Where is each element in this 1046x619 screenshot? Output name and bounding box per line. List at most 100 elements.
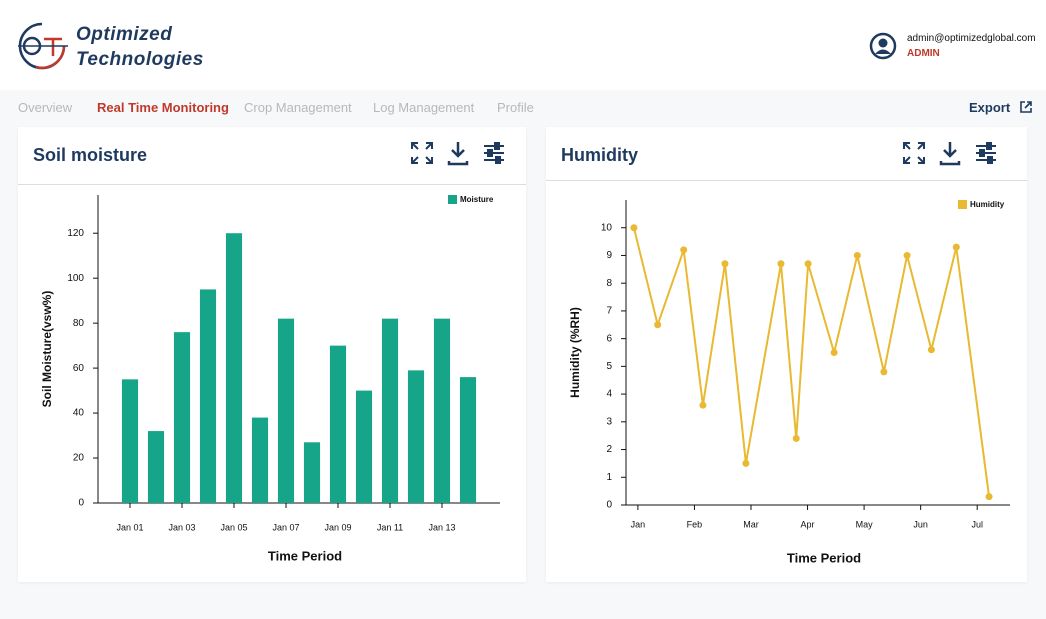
- bar: [199, 289, 217, 503]
- nav-tab[interactable]: Real Time Monitoring: [97, 100, 229, 115]
- y-tick-label: 4: [606, 389, 612, 400]
- bar: [433, 318, 451, 503]
- x-tick-label: Feb: [687, 519, 703, 529]
- nav-tab[interactable]: Crop Management: [244, 100, 352, 115]
- user-email: admin@optimizedglobal.com: [907, 33, 1036, 44]
- point: [952, 243, 960, 251]
- y-tick-label: 60: [73, 363, 85, 374]
- panel-tools: [411, 142, 504, 166]
- y-axis-label: Soil Moisture(vsw%): [40, 291, 54, 408]
- user-role: ADMIN: [907, 48, 940, 59]
- y-tick-label: 0: [606, 500, 612, 511]
- x-axis-label: Time Period: [787, 550, 861, 565]
- y-tick-label: 7: [606, 306, 612, 317]
- panel-tools: [903, 142, 996, 166]
- settings-icon[interactable]: [976, 142, 996, 164]
- x-tick-label: Jan 07: [272, 522, 299, 532]
- y-tick-label: 3: [606, 416, 612, 427]
- point: [903, 251, 911, 259]
- y-tick-label: 40: [73, 408, 85, 419]
- panel-header: [546, 127, 1027, 181]
- expand-icon[interactable]: [903, 142, 925, 164]
- expand-icon[interactable]: [411, 142, 433, 164]
- bar: [225, 233, 243, 503]
- chart-panel: Soil moisture 0 20 40 60 80 100 120 Time Period…: [18, 127, 526, 582]
- y-axis-label: Humidity (%RH): [568, 307, 582, 398]
- brand-line: Technologies: [76, 49, 204, 70]
- y-tick-label: 2: [606, 444, 612, 455]
- brand-line: Optimized: [76, 24, 173, 45]
- y-tick-label: 8: [606, 278, 612, 289]
- y-tick-label: 120: [67, 228, 84, 239]
- point: [699, 401, 707, 409]
- panel-title: Humidity: [561, 145, 639, 165]
- point: [742, 459, 750, 467]
- bar: [407, 370, 425, 503]
- bar: [355, 390, 373, 503]
- bar: [459, 377, 477, 503]
- export-button[interactable]: Export: [969, 100, 1033, 115]
- point: [927, 346, 935, 354]
- x-tick-label: Apr: [801, 519, 815, 529]
- legend-swatch: [958, 200, 967, 209]
- point: [985, 493, 993, 501]
- user-icon[interactable]: [869, 32, 897, 60]
- nav-tab[interactable]: Overview: [18, 100, 73, 115]
- x-tick-label: Jan 13: [428, 522, 455, 532]
- x-tick-label: Jan 01: [116, 522, 143, 532]
- nav-tab[interactable]: Log Management: [373, 100, 475, 115]
- bar: [277, 318, 295, 503]
- point: [792, 434, 800, 442]
- point: [654, 321, 662, 329]
- panel-header: [18, 127, 526, 185]
- point: [680, 246, 688, 254]
- point: [804, 260, 812, 268]
- point: [777, 260, 785, 268]
- point: [721, 260, 729, 268]
- y-tick-label: 20: [73, 453, 85, 464]
- legend-label: Moisture: [460, 195, 494, 204]
- bar: [329, 345, 347, 503]
- y-tick-label: 0: [78, 498, 84, 509]
- export-icon[interactable]: [1019, 100, 1033, 114]
- x-tick-label: Jan 05: [220, 522, 247, 532]
- y-tick-label: 6: [606, 333, 612, 344]
- point: [880, 368, 888, 376]
- y-tick-label: 5: [606, 361, 612, 372]
- x-tick-label: Jul: [971, 519, 983, 529]
- download-icon[interactable]: [939, 142, 961, 166]
- point: [830, 349, 838, 356]
- chart-panel: Humidity 0 1 2 3 4 5 6 7 8 9 10 Time Period Humidity…: [546, 127, 1027, 582]
- chart: 0 1 2 3 4 5 6 7 8 9 10 Time Period Humidity (%RH) Hum…: [568, 200, 1010, 565]
- download-icon[interactable]: [447, 142, 469, 166]
- panel-title: Soil moisture: [33, 145, 148, 165]
- x-tick-label: Mar: [743, 519, 759, 529]
- y-tick-label: 1: [606, 472, 612, 483]
- header: Optimized Technologies admin@optimizedgl…: [0, 0, 1046, 90]
- chart: 0 20 40 60 80 100 120 Time Period Soil Moisture(…: [40, 195, 500, 563]
- bar: [303, 442, 321, 503]
- x-tick-label: Jun: [913, 519, 928, 529]
- legend-label: Humidity: [970, 200, 1005, 209]
- x-tick-label: May: [856, 519, 874, 529]
- y-tick-label: 9: [606, 250, 612, 261]
- x-tick-label: Jan 09: [324, 522, 351, 532]
- x-tick-label: Jan 11: [377, 522, 403, 532]
- y-tick-label: 80: [73, 318, 85, 329]
- x-axis-label: Time Period: [268, 548, 342, 563]
- settings-icon[interactable]: [484, 142, 504, 164]
- export-label[interactable]: Export: [969, 100, 1011, 115]
- line: [632, 227, 991, 497]
- logo: [18, 22, 68, 70]
- bar: [251, 417, 269, 503]
- x-tick-label: Jan 03: [168, 522, 195, 532]
- bar: [173, 332, 191, 503]
- y-tick-label: 100: [67, 273, 84, 284]
- x-tick-label: Jan: [631, 519, 646, 529]
- bar: [147, 431, 165, 503]
- point: [630, 224, 638, 232]
- bar: [121, 379, 139, 503]
- nav-tab[interactable]: Profile: [497, 100, 534, 115]
- bar: [381, 318, 399, 503]
